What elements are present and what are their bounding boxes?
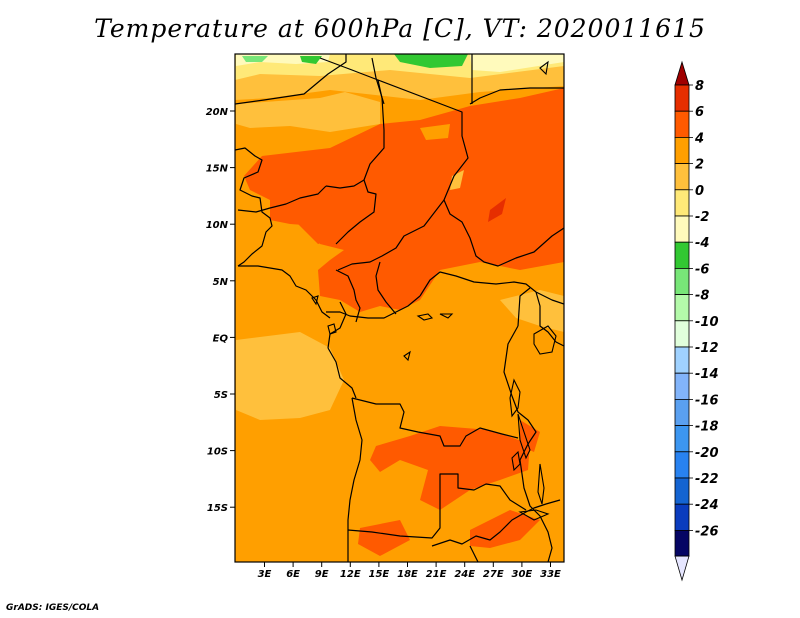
colorbar-segment: [674, 320, 690, 348]
map-title: Temperature at 600hPa [C], VT: 202001161…: [94, 14, 706, 43]
colorbar-segment: [674, 241, 690, 269]
colorbar-segment: [674, 398, 690, 426]
colorbar-label: 8: [695, 79, 704, 94]
lat-tick-label: 5S: [214, 390, 228, 401]
colorbar-over-arrow: [674, 60, 690, 86]
longitude-axis: 3E 6E 9E 12E 15E 18E 21E 24E 27E 30E 33E: [258, 562, 561, 580]
colorbar-label: -24: [695, 498, 719, 513]
grads-credit: GrADS: IGES/COLA: [6, 603, 100, 613]
lon-tick-label: 15E: [369, 569, 390, 580]
colorbar-segment: [674, 267, 690, 295]
lon-tick-label: 6E: [286, 569, 300, 580]
colorbar-segment: [674, 451, 690, 479]
lon-tick-label: 24E: [454, 569, 475, 580]
colorbar-label: -6: [695, 262, 709, 277]
colorbar-segment: [674, 530, 690, 557]
colorbar-label: -20: [695, 446, 719, 461]
colorbar-segment: [674, 294, 690, 322]
colorbar-segment: [674, 425, 690, 453]
colorbar-label: -12: [695, 341, 719, 356]
lat-tick-label: 10N: [206, 220, 229, 231]
colorbar-label: 6: [695, 105, 704, 120]
country-borders: [235, 54, 564, 562]
lon-tick-label: 9E: [315, 569, 329, 580]
colorbar-label: -8: [695, 289, 709, 304]
map-frame: [234, 53, 565, 563]
lat-tick-label: EQ: [213, 333, 229, 344]
lat-tick-label: 20N: [206, 107, 229, 118]
colorbar-segment: [674, 215, 690, 243]
lat-tick-label: 15N: [206, 164, 229, 175]
colorbar-label: -26: [695, 524, 719, 539]
colorbar-label: 0: [695, 184, 704, 199]
colorbar-segment: [674, 189, 690, 217]
colorbar-segment: [674, 372, 690, 400]
colorbar-label: -16: [695, 393, 719, 408]
colorbar-under-arrow: [674, 555, 690, 582]
colorbar-label: 2: [695, 158, 704, 173]
colorbar-legend: 8 6 4 2 0 -2 -4 -6 -8 -10 -12 -14 -16 -18 -20 -22 -24 -26: [674, 60, 719, 582]
lon-tick-label: 27E: [483, 569, 504, 580]
colorbar-label: -18: [695, 420, 719, 435]
colorbar-label: -2: [695, 210, 709, 225]
lon-tick-label: 33E: [540, 569, 561, 580]
colorbar-segment: [674, 110, 690, 138]
colorbar-label: -22: [695, 472, 719, 487]
colorbar-segment: [674, 84, 690, 112]
colorbar-segment: [674, 477, 690, 505]
lon-tick-label: 30E: [512, 569, 533, 580]
lon-tick-label: 3E: [258, 569, 272, 580]
colorbar-segment: [674, 503, 690, 531]
colorbar-segment: [674, 163, 690, 191]
lon-tick-label: 21E: [426, 569, 447, 580]
latitude-axis: 20N 15N 10N 5N EQ 5S 10S 15S: [206, 107, 235, 514]
lakes: [311, 60, 557, 521]
colorbar-label: -10: [695, 315, 719, 330]
lat-tick-label: 15S: [207, 503, 228, 514]
colorbar-label: -14: [695, 367, 719, 382]
temperature-field: [235, 54, 564, 562]
lon-tick-label: 18E: [397, 569, 418, 580]
colorbar-segment: [674, 346, 690, 374]
lon-tick-label: 12E: [340, 569, 361, 580]
colorbar-label: 4: [694, 131, 704, 146]
lat-tick-label: 5N: [213, 277, 229, 288]
colorbar-label: -4: [695, 236, 709, 251]
colorbar-segment: [674, 136, 690, 164]
lat-tick-label: 10S: [207, 447, 228, 458]
